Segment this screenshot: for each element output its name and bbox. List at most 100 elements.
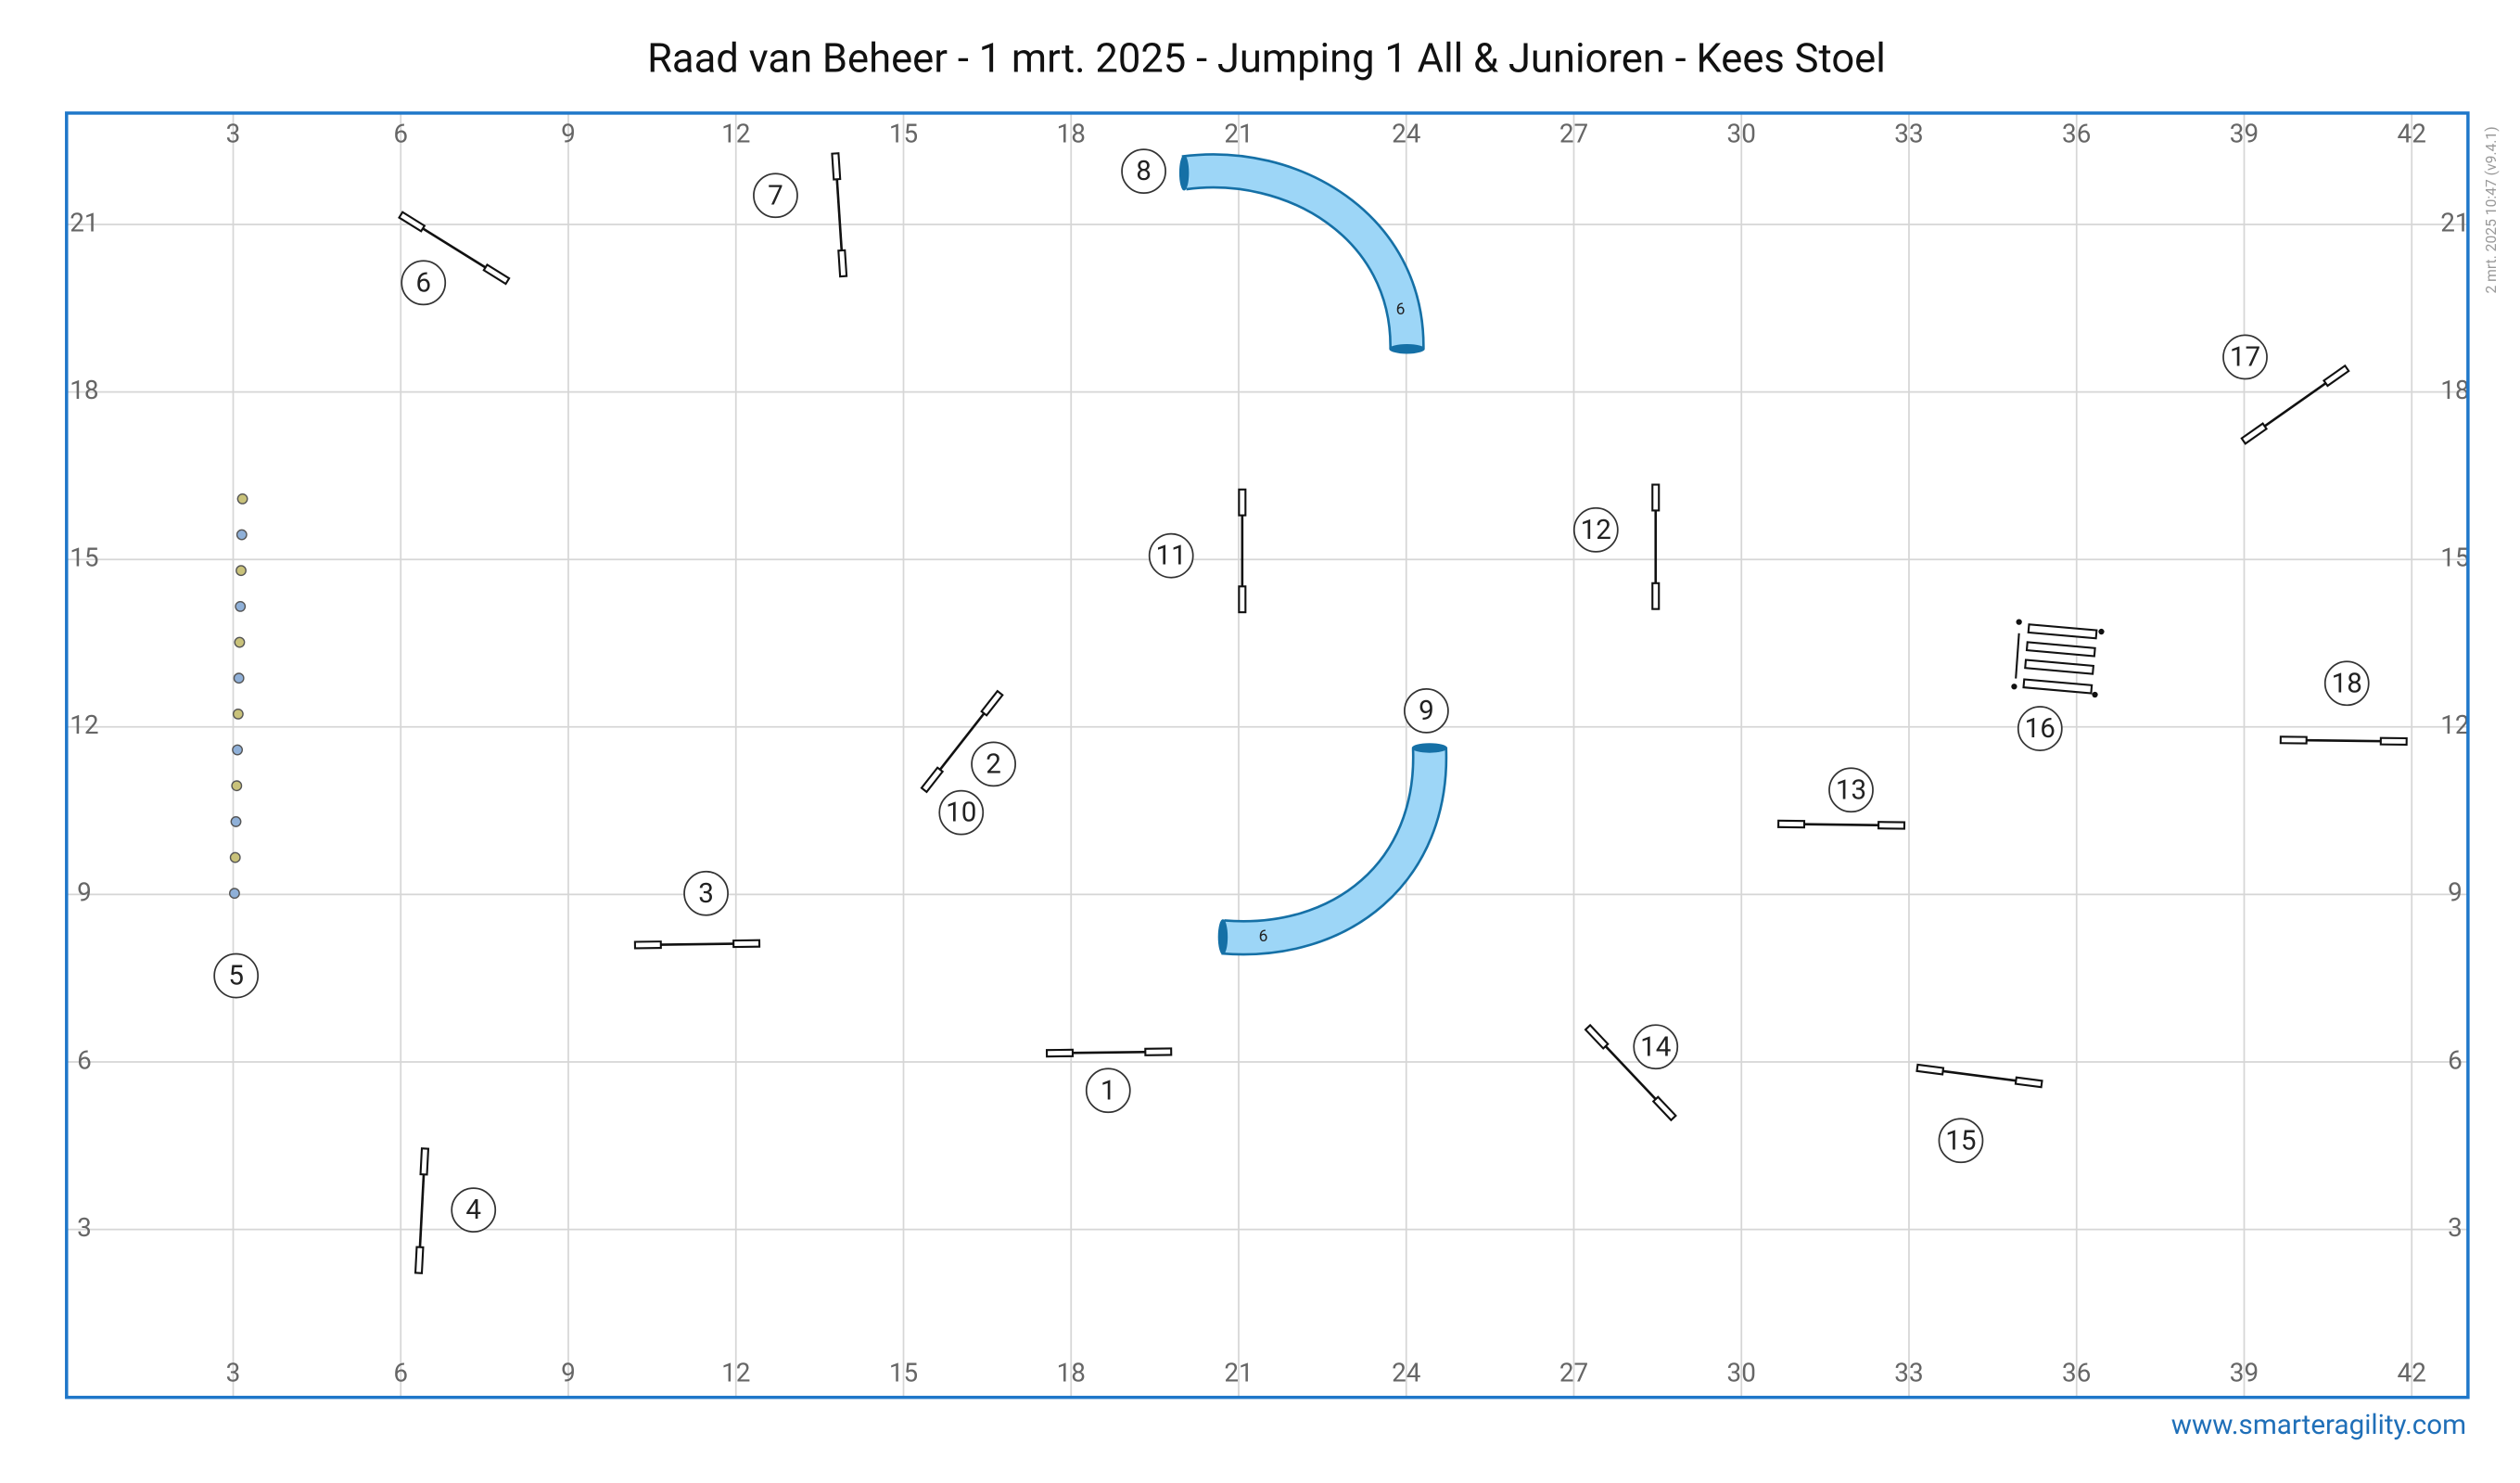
x-tick-label: 9 [561,1358,576,1388]
y-tick-label: 9 [77,877,92,908]
number-badge [1633,1024,1679,1070]
number-badge [213,952,260,999]
weave-pole [235,529,248,541]
broad-jump-plank [2024,658,2095,675]
x-tick-label: 27 [1559,119,1588,149]
y-tick-label: 3 [77,1212,92,1243]
x-tick-label: 27 [1559,1358,1588,1388]
number-badge [2323,660,2370,707]
x-tick-label: 30 [1727,119,1756,149]
broad-jump-arrow [2015,633,2020,679]
jump-wing [2279,735,2308,745]
x-tick-label: 42 [2398,119,2426,149]
x-tick-label: 24 [1392,119,1421,149]
y-tick-label: 6 [77,1044,92,1075]
weave-pole [231,780,243,792]
obstacle-number: 14 [1640,1031,1671,1063]
obstacle-number: 15 [1945,1125,1976,1157]
x-tick-label: 21 [1224,1358,1253,1388]
y-tick-label: 12 [70,710,98,740]
x-tick-label: 12 [721,119,750,149]
jump-wing [1777,819,1806,829]
jump-wing [1584,1023,1610,1050]
y-tick-label: 21 [70,207,98,237]
obstacle-number: 9 [1419,696,1434,727]
title: Raad van Beheer - 1 mrt. 2025 - Jumping … [647,35,1886,83]
obstacle-number: 10 [946,798,976,829]
y-tick-label: 3 [2448,1212,2463,1243]
broad-jump-plank [2025,641,2096,658]
obstacle-number: 7 [768,180,783,211]
jump-wing [837,249,848,278]
jump-wing [732,939,761,949]
obstacle-number: 12 [1581,515,1611,546]
jump-wing [1877,821,1906,830]
field-border [65,111,2470,1400]
jump-wing [1915,1063,1945,1076]
tunnel-end [1217,919,1228,955]
website[interactable]: www.smarteragility.com [2171,1410,2466,1441]
jump-wing [2322,364,2350,388]
tunnel-length: 6 [1396,300,1406,319]
x-tick-label: 30 [1727,1358,1756,1388]
weave-pole [234,636,246,648]
jump-wing [1238,488,1247,517]
y-tick-label: 15 [70,543,98,573]
x-tick-label: 6 [393,119,408,149]
jump-wing [1045,1048,1075,1058]
obstacle-number: 17 [2230,342,2260,374]
number-badge [1121,148,1166,195]
tunnel-end [1178,155,1190,191]
x-tick-label: 21 [1224,119,1253,149]
weave-pole [235,565,247,577]
jump-wing [398,211,426,233]
number-badge [971,741,1016,787]
number-badge [451,1187,497,1234]
jump-wing [980,689,1004,717]
x-tick-label: 6 [393,1358,408,1388]
obstacle-number: 3 [698,878,714,910]
obstacle-number: 13 [1836,774,1866,806]
jump-wing [831,152,842,181]
x-tick-label: 15 [889,1358,918,1388]
broad-jump-pole [2092,691,2098,698]
jump-wing [2379,736,2408,747]
broad-jump-plank [2027,623,2098,640]
weave-pole [232,744,243,756]
jump-wing [482,262,511,286]
y-tick-label: 18 [70,375,98,405]
y-tick-label: 15 [2440,543,2469,573]
tunnel-end [1389,344,1425,354]
tunnel [1181,155,1423,350]
obstacle-number: 16 [2025,713,2055,745]
obstacle-number: 6 [415,267,431,299]
tunnel-length: 6 [1259,927,1268,946]
y-tick-label: 9 [2448,877,2463,908]
x-tick-label: 33 [1894,1358,1923,1388]
jump-wing [414,1246,425,1274]
jump-wing [920,766,945,794]
obstacle-number: 2 [986,748,1001,780]
x-tick-label: 12 [721,1358,750,1388]
broad-jump-pole [2098,628,2105,635]
jump-wing [419,1147,430,1176]
obstacle-number: 5 [228,961,244,992]
weave-pole [236,492,248,505]
number-badge [1938,1118,1984,1164]
number-badge [753,173,798,219]
broad-jump-pole [2011,684,2017,690]
broad-jump-plank [2022,678,2094,695]
grid: 3366991212151518182121242427273030333336… [66,112,2470,1398]
x-tick-label: 15 [889,119,918,149]
number-badge [401,260,447,306]
number-badge [1404,688,1449,734]
x-tick-label: 39 [2230,1358,2259,1388]
jump-wing [1651,1095,1677,1122]
obstacle-number: 4 [465,1195,481,1226]
x-tick-label: 42 [2398,1358,2426,1388]
x-tick-label: 3 [226,119,241,149]
